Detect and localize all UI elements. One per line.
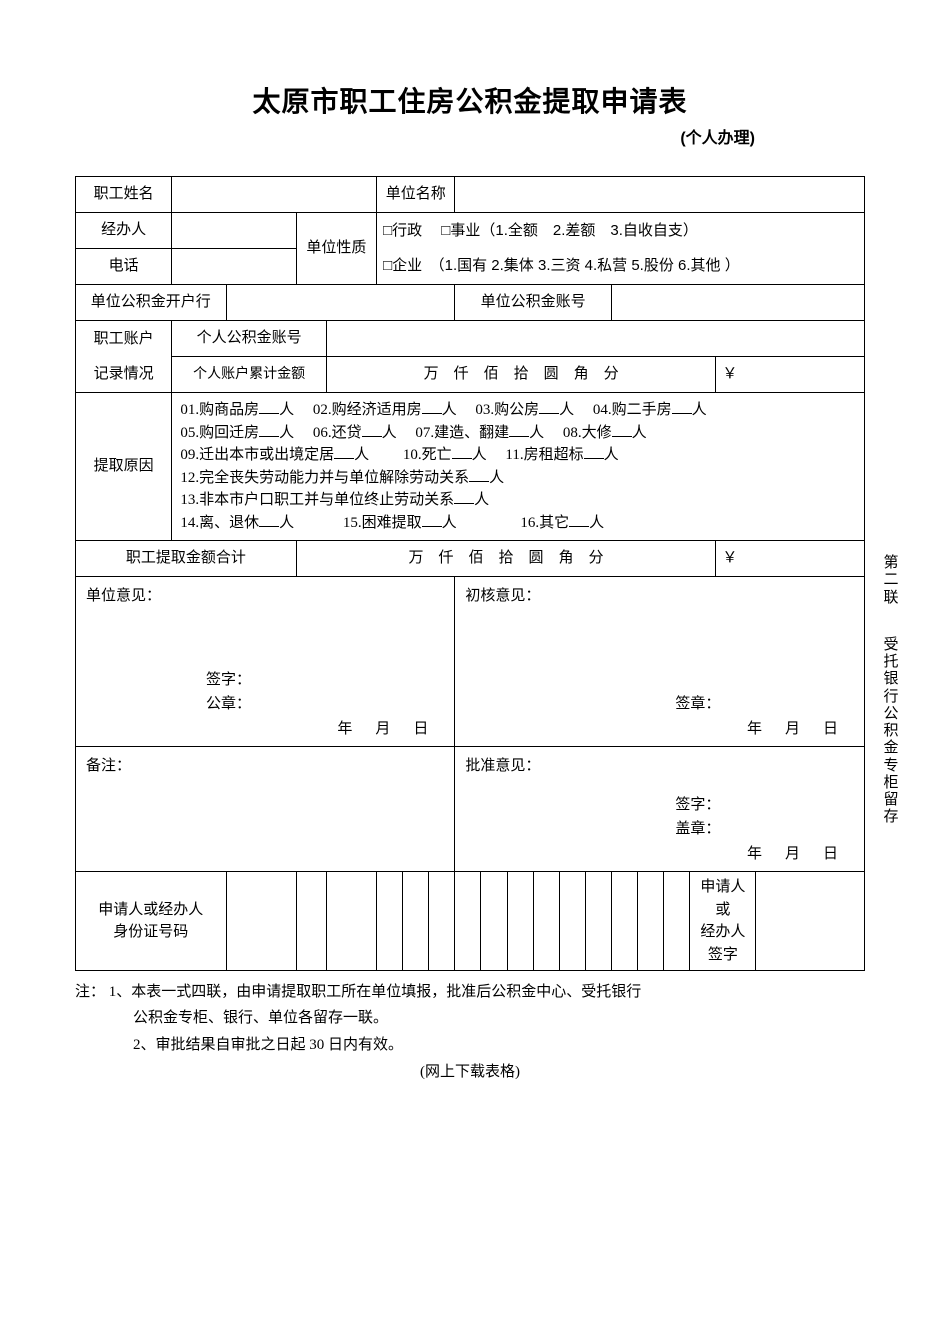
field-first-review[interactable]: 初核意见： 签章： 年 月 日 [455, 577, 865, 747]
label-unit-nature: 单位性质 [296, 213, 376, 285]
label-approve: 批准意见： [465, 758, 540, 774]
label-applicant-sign: 申请人或 经办人签字 [690, 872, 756, 971]
id-digit[interactable] [226, 872, 296, 971]
side-note-a: 第二联 [882, 555, 900, 607]
label-date: 年 月 日 [465, 718, 854, 741]
field-remark[interactable]: 备注： [76, 747, 455, 872]
form-page: 太原市职工住房公积金提取申请表 (个人办理) [75, 80, 865, 1081]
nature-option-line2[interactable]: □企业 （1.国有 2.集体 3.三资 4.私营 5.股份 6.其他 ） [377, 249, 865, 285]
id-digit[interactable] [507, 872, 533, 971]
nature-option-line1[interactable]: □行政 □事业（1.全额 2.差额 3.自收自支） [377, 213, 865, 249]
id-digit[interactable] [585, 872, 611, 971]
field-unit-bank[interactable] [226, 285, 455, 321]
label-unit-account: 单位公积金账号 [455, 285, 612, 321]
field-applicant-sign[interactable] [756, 872, 865, 971]
footnote-2: 2、审批结果自审批之日起 30 日内有效。 [75, 1032, 865, 1058]
page-subtitle: (个人办理) [75, 124, 865, 148]
reason-line: 05.购回迁房人 06.还贷人 07.建造、翻建人 08.大修人 [180, 422, 856, 445]
id-digit[interactable] [638, 872, 664, 971]
label-unit-bank: 单位公积金开户行 [76, 285, 227, 321]
label-unit-name: 单位名称 [377, 177, 455, 213]
field-handler[interactable] [172, 213, 296, 249]
label-remark: 备注： [86, 758, 131, 774]
label-first-review: 初核意见： [465, 588, 540, 604]
field-total-value[interactable]: ￥ [716, 541, 865, 577]
id-digit[interactable] [377, 872, 403, 971]
page-title: 太原市职工住房公积金提取申请表 [75, 80, 865, 120]
label-personal-account-amt: 个人账户累计金额 [172, 357, 327, 393]
label-sign: 签字： [465, 794, 854, 819]
application-form: 职工姓名 单位名称 经办人 单位性质 □行政 □事业（1.全额 2.差额 3.自… [75, 176, 865, 971]
id-digit[interactable] [326, 872, 376, 971]
reason-line: 12.完全丧失劳动能力并与单位解除劳动关系人 [180, 467, 856, 490]
download-note: (网上下载表格) [75, 1060, 865, 1081]
label-seal: 公章： [86, 693, 444, 718]
field-approve[interactable]: 批准意见： 签字： 盖章： 年 月 日 [455, 747, 865, 872]
label-phone: 电话 [76, 249, 172, 285]
label-date: 年 月 日 [465, 843, 854, 866]
field-employee-name[interactable] [172, 177, 377, 213]
side-note: 第二联 受托银行公积金专柜留存 [882, 555, 900, 827]
id-digit[interactable] [611, 872, 637, 971]
label-emp-account-1: 职工账户 [76, 321, 172, 357]
reason-line: 14.离、退休人 15.困难提取人 16.其它人 [180, 512, 856, 535]
label-total: 职工提取金额合计 [76, 541, 297, 577]
field-unit-name[interactable] [455, 177, 865, 213]
field-unit-opinion[interactable]: 单位意见： 签字： 公章： 年 月 日 [76, 577, 455, 747]
footnote-1b: 公积金专柜、银行、单位各留存一联。 [75, 1005, 865, 1031]
field-account-amount-units[interactable]: 万 仟 佰 拾 圆 角 分 [326, 357, 715, 393]
label-handler: 经办人 [76, 213, 172, 249]
reason-line: 09.迁出本市或出境定居人 10.死亡人 11.房租超标人 [180, 444, 856, 467]
label-stamp: 盖章： [465, 818, 854, 843]
label-sign-seal: 签章： [465, 693, 854, 718]
field-reasons[interactable]: 01.购商品房人 02.购经济适用房人 03.购公房人 04.购二手房人 05.… [172, 393, 865, 541]
id-digit[interactable] [481, 872, 507, 971]
footnote-1: 注： 1、本表一式四联，由申请提取职工所在单位填报，批准后公积金中心、受托银行 [75, 979, 865, 1005]
label-reason: 提取原因 [76, 393, 172, 541]
id-digit[interactable] [559, 872, 585, 971]
id-digit[interactable] [664, 872, 690, 971]
label-date: 年 月 日 [86, 718, 444, 741]
label-emp-account-2: 记录情况 [76, 357, 172, 393]
label-sign: 签字： [86, 669, 444, 694]
label-id-number: 申请人或经办人 身份证号码 [76, 872, 227, 971]
field-personal-account-no[interactable] [326, 321, 864, 357]
reason-line: 13.非本市户口职工并与单位终止劳动关系人 [180, 489, 856, 512]
label-personal-account-no: 个人公积金账号 [172, 321, 327, 357]
id-digit[interactable] [429, 872, 455, 971]
field-unit-account[interactable] [611, 285, 864, 321]
side-note-b: 受托银行公积金专柜留存 [882, 637, 900, 827]
id-digit[interactable] [455, 872, 481, 971]
id-digit[interactable] [296, 872, 326, 971]
reason-line: 01.购商品房人 02.购经济适用房人 03.购公房人 04.购二手房人 [180, 399, 856, 422]
label-employee-name: 职工姓名 [76, 177, 172, 213]
id-digit[interactable] [533, 872, 559, 971]
field-phone[interactable] [172, 249, 296, 285]
field-total-units[interactable]: 万 仟 佰 拾 圆 角 分 [296, 541, 716, 577]
id-digit[interactable] [403, 872, 429, 971]
field-account-amount-value[interactable]: ￥ [716, 357, 865, 393]
label-unit-opinion: 单位意见： [86, 588, 161, 604]
